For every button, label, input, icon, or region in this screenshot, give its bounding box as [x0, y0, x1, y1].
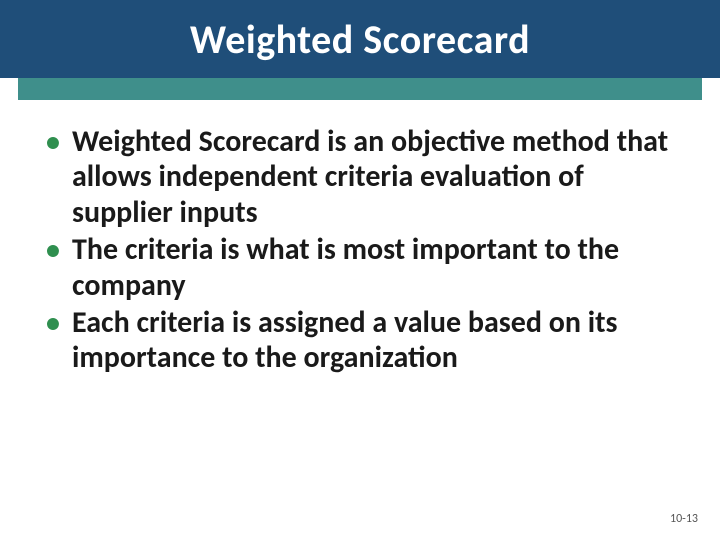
accent-strip [18, 78, 702, 100]
page-number: 10-13 [670, 512, 698, 526]
content-area: Weighted Scorecard is an objective metho… [0, 100, 720, 376]
bullet-list: Weighted Scorecard is an objective metho… [42, 124, 678, 376]
list-item: The criteria is what is most important t… [42, 232, 678, 303]
header-band: Weighted Scorecard [0, 0, 720, 100]
list-item: Each criteria is assigned a value based … [42, 305, 678, 376]
title-strip: Weighted Scorecard [0, 0, 720, 78]
slide-title: Weighted Scorecard [190, 15, 530, 64]
list-item: Weighted Scorecard is an objective metho… [42, 124, 678, 230]
